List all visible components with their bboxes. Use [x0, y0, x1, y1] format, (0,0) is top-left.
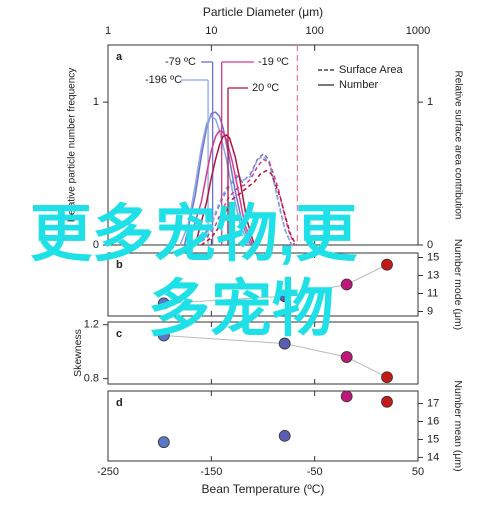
x-tick-label: 1 — [105, 25, 111, 37]
y-tick-label: 0.8 — [84, 373, 99, 385]
panel-letter: d — [116, 397, 123, 409]
panel-letter: a — [116, 51, 123, 63]
y-tick-label: 14 — [427, 451, 439, 463]
y-tick-label: 1.2 — [84, 319, 99, 331]
y2-axis-label: Relative surface area contribution — [453, 71, 464, 220]
series-label: -79 ºC — [165, 56, 196, 68]
number-curve — [179, 115, 250, 246]
x-axis-label: Bean Temperature (ºC) — [202, 482, 325, 496]
x-tick-label: -250 — [97, 466, 119, 478]
trend-line — [163, 264, 388, 304]
panel-letter: c — [116, 328, 122, 340]
data-point — [278, 290, 291, 303]
x-tick-label: -150 — [200, 466, 222, 478]
axis-title: Particle Diameter (μm) — [203, 5, 323, 19]
data-point — [381, 395, 393, 408]
y-tick-label: 15 — [427, 433, 439, 445]
plot-frame — [107, 390, 419, 462]
x-tick-label: 100 — [305, 25, 323, 37]
x-tick-label: 1000 — [406, 25, 430, 37]
overlay-text: 更多宠物,更 — [30, 200, 358, 269]
y-tick-label: 16 — [427, 416, 439, 428]
y-axis-label: Number mode (μm) — [452, 239, 464, 330]
plot-frame — [107, 252, 419, 317]
legend-label: Surface Area — [339, 64, 403, 76]
panel-letter: b — [116, 259, 123, 271]
plot-frame — [107, 44, 419, 246]
overlay-text: 多宠物 — [148, 275, 334, 344]
series-label: 20 ºC — [252, 82, 279, 94]
surface-area-curve — [188, 155, 293, 246]
y-tick-label: 9 — [427, 306, 433, 318]
y2-tick-label: 0 — [427, 239, 433, 251]
y-tick-label: 0 — [93, 239, 99, 251]
number-curve — [194, 134, 255, 246]
data-point — [157, 297, 170, 310]
y-tick-label: 13 — [427, 270, 439, 282]
data-point — [157, 329, 170, 342]
legend-label: Number — [339, 79, 378, 91]
y-tick-label: 17 — [427, 398, 439, 410]
data-point — [157, 436, 170, 449]
data-point — [381, 258, 393, 271]
y-axis-label: Skewness — [72, 329, 84, 377]
data-point — [381, 371, 393, 384]
y-axis-label: Relative particle number frequency — [67, 68, 78, 223]
y-tick-label: 15 — [427, 252, 439, 264]
data-point — [278, 429, 291, 442]
surface-area-curve — [194, 158, 296, 246]
y-axis-label: Number mean (μm) — [452, 380, 464, 471]
surface-area-curve — [188, 152, 293, 246]
series-label: -19 ºC — [258, 56, 289, 68]
x-tick-label: -50 — [307, 466, 323, 478]
data-point — [340, 390, 353, 403]
y2-tick-label: 1 — [427, 96, 433, 108]
x-tick-label: 10 — [205, 25, 217, 37]
trend-line — [163, 335, 388, 378]
surface-area-curve — [200, 169, 297, 246]
y-tick-label: 11 — [427, 288, 438, 300]
y-tick-label: 1 — [93, 96, 99, 108]
x-tick-label: 50 — [412, 466, 424, 478]
data-point — [340, 351, 353, 363]
number-curve — [183, 111, 252, 246]
data-point — [278, 337, 291, 350]
plot-frame — [107, 321, 419, 385]
series-label: -196 ºC — [145, 74, 182, 86]
data-point — [340, 278, 353, 291]
